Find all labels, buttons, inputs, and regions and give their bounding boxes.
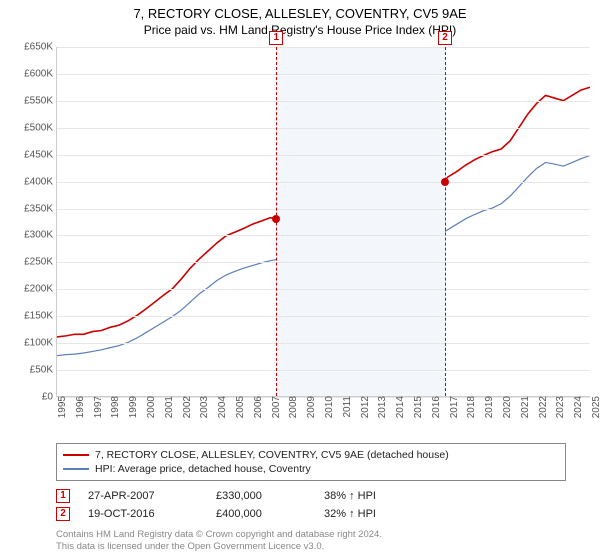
gridline: [57, 74, 590, 75]
x-axis-label: 2021: [516, 396, 531, 418]
x-axis-label: 2025: [587, 396, 600, 418]
gridline: [57, 209, 590, 210]
chart-title-primary: 7, RECTORY CLOSE, ALLESLEY, COVENTRY, CV…: [10, 6, 590, 21]
gridline: [57, 370, 590, 371]
transaction-marker: 1: [56, 489, 70, 503]
x-axis-label: 2003: [195, 396, 210, 418]
legend-label: 7, RECTORY CLOSE, ALLESLEY, COVENTRY, CV…: [95, 449, 449, 461]
transaction-delta: 32% ↑ HPI: [324, 508, 414, 520]
gridline: [57, 182, 590, 183]
y-axis-label: £400K: [24, 176, 57, 187]
y-axis-label: £50K: [30, 365, 57, 376]
x-axis-label: 2010: [320, 396, 335, 418]
x-axis-label: 2001: [160, 396, 175, 418]
transactions-table: 1 27-APR-2007 £330,000 38% ↑ HPI 2 19-OCT-201…: [56, 487, 566, 523]
transaction-price: £330,000: [216, 490, 306, 502]
x-axis-label: 2013: [373, 396, 388, 418]
x-axis-label: 2024: [569, 396, 584, 418]
x-axis-label: 2000: [142, 396, 157, 418]
gridline: [57, 128, 590, 129]
transaction-row: 2 19-OCT-2016 £400,000 32% ↑ HPI: [56, 505, 566, 523]
x-axis-label: 2008: [284, 396, 299, 418]
gridline: [57, 155, 590, 156]
transaction-point: [272, 215, 280, 223]
marker-box: 2: [438, 31, 452, 45]
x-axis-label: 2006: [249, 396, 264, 418]
x-axis-label: 1995: [53, 396, 68, 418]
marker-box: 1: [269, 31, 283, 45]
legend-label: HPI: Average price, detached house, Cove…: [95, 463, 311, 475]
x-axis-label: 2017: [445, 396, 460, 418]
x-axis-label: 1996: [71, 396, 86, 418]
transaction-point: [441, 178, 449, 186]
x-axis-label: 2016: [427, 396, 442, 418]
gridline: [57, 101, 590, 102]
x-axis-label: 2015: [409, 396, 424, 418]
x-axis-label: 1999: [124, 396, 139, 418]
x-axis-label: 2014: [391, 396, 406, 418]
x-axis-label: 2012: [356, 396, 371, 418]
x-axis-label: 2023: [551, 396, 566, 418]
gridline: [57, 289, 590, 290]
gridline: [57, 343, 590, 344]
transaction-price: £400,000: [216, 508, 306, 520]
x-axis-label: 2022: [534, 396, 549, 418]
legend-row: 7, RECTORY CLOSE, ALLESLEY, COVENTRY, CV…: [63, 448, 559, 462]
attribution-line: Contains HM Land Registry data © Crown c…: [56, 529, 566, 541]
transaction-delta: 38% ↑ HPI: [324, 490, 414, 502]
legend-swatch: [63, 468, 89, 470]
x-axis-label: 1997: [89, 396, 104, 418]
legend-row: HPI: Average price, detached house, Cove…: [63, 462, 559, 476]
y-axis-label: £550K: [24, 95, 57, 106]
x-axis-label: 2005: [231, 396, 246, 418]
y-axis-label: £450K: [24, 149, 57, 160]
legend-swatch: [63, 454, 89, 456]
chart-title-secondary: Price paid vs. HM Land Registry's House …: [10, 23, 590, 37]
y-axis-label: £200K: [24, 284, 57, 295]
y-axis-label: £300K: [24, 230, 57, 241]
transaction-date: 27-APR-2007: [88, 490, 198, 502]
x-axis-label: 2009: [302, 396, 317, 418]
x-axis-label: 2004: [213, 396, 228, 418]
y-axis-label: £100K: [24, 338, 57, 349]
transaction-marker: 2: [56, 507, 70, 521]
gridline: [57, 316, 590, 317]
gridline: [57, 47, 590, 48]
gridline: [57, 235, 590, 236]
y-axis-label: £500K: [24, 122, 57, 133]
y-axis-label: £350K: [24, 203, 57, 214]
x-axis-label: 2018: [462, 396, 477, 418]
x-axis-label: 2020: [498, 396, 513, 418]
attribution-line: This data is licensed under the Open Gov…: [56, 541, 566, 553]
chart-plot-area: £0£50K£100K£150K£200K£250K£300K£350K£400…: [56, 47, 590, 397]
legend: 7, RECTORY CLOSE, ALLESLEY, COVENTRY, CV…: [56, 443, 566, 481]
x-axis-label: 2007: [267, 396, 282, 418]
x-axis-label: 2019: [480, 396, 495, 418]
y-axis-label: £600K: [24, 68, 57, 79]
marker-vline: [445, 47, 446, 396]
x-axis-label: 2002: [178, 396, 193, 418]
x-axis-label: 2011: [338, 396, 353, 418]
y-axis-label: £150K: [24, 311, 57, 322]
attribution: Contains HM Land Registry data © Crown c…: [56, 529, 566, 553]
x-axis-label: 1998: [106, 396, 121, 418]
transaction-row: 1 27-APR-2007 £330,000 38% ↑ HPI: [56, 487, 566, 505]
y-axis-label: £250K: [24, 257, 57, 268]
transaction-date: 19-OCT-2016: [88, 508, 198, 520]
y-axis-label: £650K: [24, 42, 57, 53]
gridline: [57, 262, 590, 263]
